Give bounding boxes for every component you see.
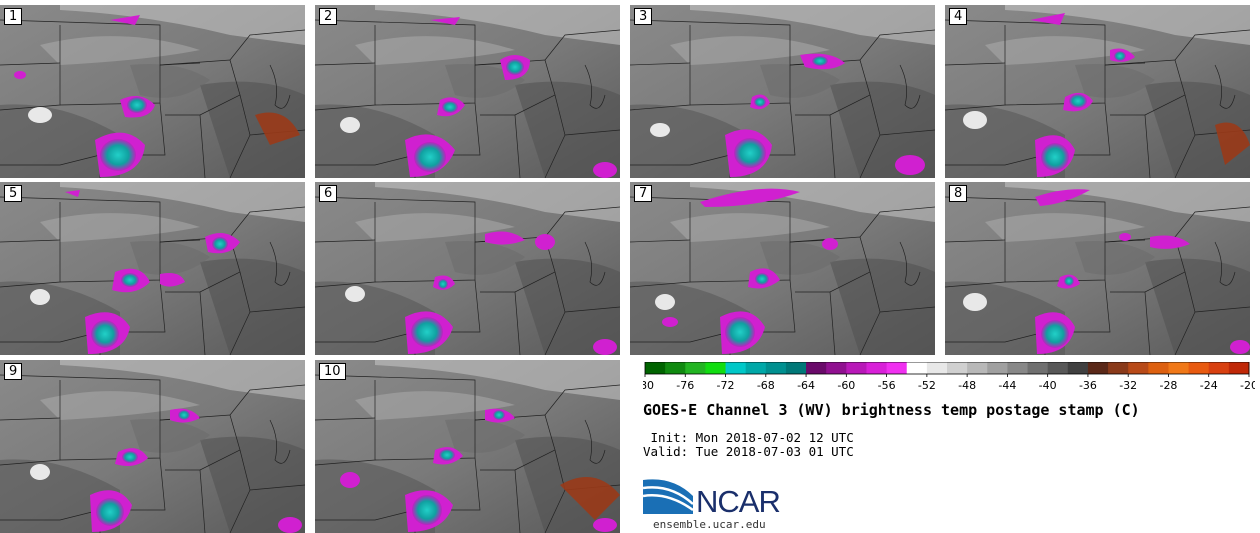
forecast-panel-4: 4 [945,5,1250,178]
colorbar-segment [1087,362,1109,374]
colorbar-segment [1007,362,1029,374]
colorbar-segment [866,362,888,374]
colorbar-tick-label: -20 [1240,379,1255,392]
colorbar-segment [906,362,928,374]
colorbar-segment [745,362,767,374]
forecast-panel-8: 8 [945,182,1250,355]
colorbar-segment [826,362,847,374]
colorbar-segment [785,362,807,374]
forecast-panel-7: 7 [630,182,935,355]
colorbar-segment [926,362,948,374]
logo-name: NCAR [696,484,781,519]
colorbar-tick-label: -76 [676,379,694,392]
init-time: Init: Mon 2018-07-02 12 UTC [643,430,854,445]
colorbar-segment [1047,362,1069,374]
panel-label: 3 [634,8,653,25]
colorbar-tick-label: -72 [717,379,735,392]
forecast-panel-6: 6 [315,182,620,355]
panel-label: 1 [4,8,23,25]
panel-label: 5 [4,185,23,202]
colorbar-segment [1128,362,1149,374]
colorbar-tick-label: -44 [998,379,1016,392]
colorbar-border [644,362,1250,375]
chart-title: GOES-E Channel 3 (WV) brightness temp po… [643,401,1140,419]
panel-label: 10 [319,363,346,380]
colorbar-tick-label: -36 [1079,379,1097,392]
colorbar-segment [685,362,706,374]
valid-time: Valid: Tue 2018-07-03 01 UTC [643,444,854,459]
colorbar-segment [725,362,747,374]
colorbar-segment [846,362,867,374]
colorbar: -80 -76 -72 -68 -64 -60 -56 -52 -48 -44 -40 -36 -32 -… [643,362,1255,392]
colorbar-tick-label: -56 [878,379,896,392]
colorbar-segment [1228,362,1250,374]
colorbar-segment [806,362,827,374]
forecast-panel-10: 10 [315,360,620,533]
colorbar-segment [1188,362,1210,374]
colorbar-segment [665,362,686,374]
forecast-panel-9: 9 [0,360,305,533]
colorbar-segment [947,362,968,374]
colorbar-segment [967,362,988,374]
colorbar-tick-label: -40 [1039,379,1057,392]
ncar-logo [643,479,694,514]
panel-label: 7 [634,185,653,202]
forecast-panel-1: 1 [0,5,305,178]
colorbar-segment [645,362,666,374]
colorbar-tick-label: -32 [1119,379,1137,392]
colorbar-segment [1108,362,1129,374]
colorbar-segment [1208,362,1230,374]
panel-label: 8 [949,185,968,202]
panel-label: 4 [949,8,968,25]
colorbar-tick-label: -48 [958,379,976,392]
panel-label: 2 [319,8,338,25]
colorbar-tick-label: -28 [1159,379,1177,392]
forecast-panel-3: 3 [630,5,935,178]
panel-label: 9 [4,363,23,380]
colorbar-segment [1067,362,1089,374]
colorbar-tick-label: -52 [918,379,936,392]
colorbar-segment [987,362,1008,374]
colorbar-segment [886,362,908,374]
colorbar-segment [1148,362,1169,374]
panel-label: 6 [319,185,338,202]
colorbar-segment [1027,362,1049,374]
colorbar-tick-label: -68 [757,379,775,392]
colorbar-segment [1168,362,1190,374]
logo-url: ensemble.ucar.edu [653,518,766,531]
colorbar-segment [705,362,727,374]
colorbar-tick-label: -64 [797,379,815,392]
colorbar-tick-label: -24 [1200,379,1218,392]
colorbar-tick-label: -60 [837,379,855,392]
colorbar-segment [765,362,787,374]
forecast-panel-5: 5 [0,182,305,355]
colorbar-tick-label: -80 [643,379,654,392]
forecast-panel-2: 2 [315,5,620,178]
